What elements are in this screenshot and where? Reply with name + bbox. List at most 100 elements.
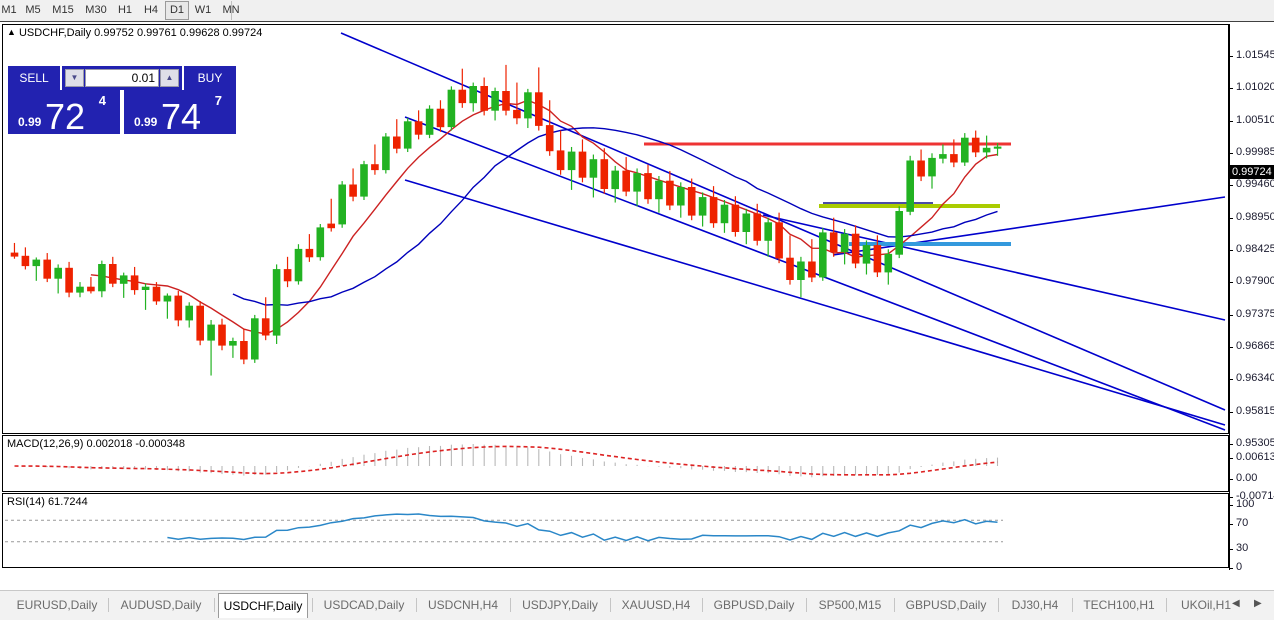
chevron-up-icon[interactable]: ▲: [160, 69, 179, 87]
chevron-down-icon[interactable]: ▼: [65, 69, 84, 87]
chevron-left-icon[interactable]: ◀: [1232, 598, 1240, 609]
tab-tech100-h1[interactable]: TECH100,H1: [1083, 598, 1155, 612]
timeframe-m30-button[interactable]: M30: [85, 4, 107, 16]
scale-tick: [1229, 153, 1233, 154]
tab-dj30-h4[interactable]: DJ30,H4: [1011, 598, 1059, 612]
tab-divider: [416, 598, 417, 612]
volume-input[interactable]: 0.01: [85, 69, 159, 87]
tab-usdjpy-daily[interactable]: USDJPY,Daily: [522, 598, 598, 612]
tab-xauusd-h4[interactable]: XAUUSD,H4: [621, 598, 691, 612]
tab-divider: [998, 598, 999, 612]
collapse-arrow-icon[interactable]: ▲: [7, 27, 16, 37]
timeframe-d1-button[interactable]: D1: [165, 1, 189, 20]
macd-pane[interactable]: MACD(12,26,9) 0.002018 -0.000348: [2, 435, 1229, 492]
scale-tick: [1229, 88, 1233, 90]
scale-axis-line: [1229, 24, 1230, 449]
buy-price-main: 74: [161, 96, 202, 137]
tab-eurusd-daily[interactable]: EURUSD,Daily: [16, 598, 98, 612]
current-price-badge: 0.99724: [1230, 165, 1274, 179]
scale-tick: [1229, 282, 1233, 284]
price-scale-label: 1.00510: [1236, 113, 1274, 126]
tab-audusd-daily[interactable]: AUDUSD,Daily: [120, 598, 202, 612]
tab-sp500-m15[interactable]: SP500,M15: [818, 598, 882, 612]
sell-price-prefix: 0.99: [18, 115, 42, 129]
tab-divider: [214, 598, 215, 612]
macd-scale-label: 0.00: [1236, 472, 1258, 484]
tab-divider: [806, 598, 807, 612]
price-scale-label: 1.01545: [1236, 49, 1274, 61]
tab-divider: [1166, 598, 1167, 612]
timeframe-mn-button[interactable]: MN: [222, 4, 240, 16]
tab-usdchf-daily[interactable]: USDCHF,Daily: [218, 593, 308, 618]
scale-tick: [1229, 120, 1233, 122]
rsi-pane[interactable]: RSI(14) 61.7244: [2, 493, 1229, 568]
price-scale-label: 1.01020: [1236, 81, 1274, 94]
buy-price-fraction: 7: [214, 93, 222, 108]
macd-scale-axis: [1229, 449, 1230, 504]
scale-tick: [1229, 497, 1233, 498]
scale-tick: [1229, 347, 1233, 348]
price-scale-label: 0.95815: [1236, 404, 1274, 417]
scale-tick: [1229, 444, 1233, 445]
buy-price-prefix: 0.99: [134, 115, 158, 129]
tab-usdcad-daily[interactable]: USDCAD,Daily: [323, 598, 405, 612]
price-scale[interactable]: 1.01545 1.01020 1.00510 0.99985 0.99460 0.989…: [1229, 24, 1274, 573]
scale-tick: [1229, 549, 1233, 550]
timeframe-h4-button[interactable]: H4: [143, 4, 159, 16]
scale-tick: [1229, 568, 1233, 569]
price-scale-label: 0.98950: [1236, 210, 1274, 223]
scale-tick: [1229, 314, 1233, 316]
chart-window: ▲ USDCHF,Daily 0.99752 0.99761 0.99628 0…: [0, 21, 1274, 613]
sell-price-main: 72: [45, 96, 86, 137]
buy-price-quote[interactable]: 0.99 74 7: [124, 90, 236, 137]
macd-label: MACD(12,26,9) 0.002018 -0.000348: [7, 438, 185, 450]
price-scale-label: 0.99460: [1236, 178, 1274, 191]
sell-price-quote[interactable]: 0.99 72 4: [8, 90, 120, 137]
timeframe-toolbar: M1 M5 M15 M30 H1 H4 D1 W1 MN: [0, 0, 1274, 22]
scale-tick: [1229, 185, 1233, 187]
price-scale-label: 0.99985: [1236, 146, 1274, 158]
tab-ukoil-h1[interactable]: UKOil,H1: [1180, 598, 1231, 612]
rsi-scale-label: 0: [1236, 561, 1243, 573]
tab-divider: [702, 598, 703, 612]
timeframe-m1-button[interactable]: M1: [1, 4, 17, 16]
scale-tick: [1229, 56, 1233, 57]
tab-divider: [894, 598, 895, 612]
tab-gbpusd-daily[interactable]: GBPUSD,Daily: [713, 598, 795, 612]
price-scale-label: 0.97900: [1236, 275, 1274, 288]
price-scale-label: 0.97375: [1236, 307, 1274, 320]
rsi-scale-label: 100: [1236, 498, 1255, 510]
tab-divider: [610, 598, 611, 612]
one-click-trade-panel[interactable]: SELL ▼ 0.01 ▲ BUY 0.99 72 4 0.99 74 7: [8, 66, 236, 137]
price-scale-label: 0.95305: [1236, 437, 1274, 449]
tab-usdcnh-h4[interactable]: USDCNH,H4: [427, 598, 498, 612]
scale-tick: [1229, 458, 1233, 459]
tab-divider: [510, 598, 511, 612]
timeframe-h1-button[interactable]: H1: [117, 4, 133, 16]
rsi-svg: [5, 513, 1003, 543]
price-scale-label: 0.96340: [1236, 372, 1274, 385]
chart-header-label: ▲ USDCHF,Daily 0.99752 0.99761 0.99628 0…: [7, 27, 262, 39]
scale-tick: [1229, 524, 1233, 525]
chart-tab-bar[interactable]: EURUSD,Daily AUDUSD,Daily USDCHF,Daily USDC…: [0, 590, 1274, 620]
rsi-scale-axis: [1229, 500, 1230, 570]
macd-svg: [14, 444, 999, 478]
scale-tick: [1229, 379, 1233, 381]
timeframe-m15-button[interactable]: M15: [52, 4, 74, 16]
tab-divider: [108, 598, 109, 612]
sell-price-fraction: 4: [98, 93, 106, 108]
timeframe-w1-button[interactable]: W1: [194, 4, 212, 16]
tab-gbpusd-daily[interactable]: GBPUSD,Daily: [905, 598, 987, 612]
timeframe-m5-button[interactable]: M5: [25, 4, 41, 16]
chevron-right-icon[interactable]: ▶: [1254, 598, 1262, 609]
rsi-scale-label: 70: [1236, 517, 1249, 529]
buy-button[interactable]: BUY: [184, 66, 236, 90]
scale-tick: [1229, 217, 1233, 219]
scale-tick: [1229, 250, 1233, 251]
macd-scale-label: 0.006137: [1236, 451, 1274, 463]
sell-button[interactable]: SELL: [8, 66, 60, 90]
scale-tick: [1229, 479, 1233, 480]
tab-divider: [1072, 598, 1073, 612]
scale-tick: [1229, 505, 1233, 506]
volume-stepper[interactable]: ▼ 0.01 ▲: [62, 66, 182, 90]
